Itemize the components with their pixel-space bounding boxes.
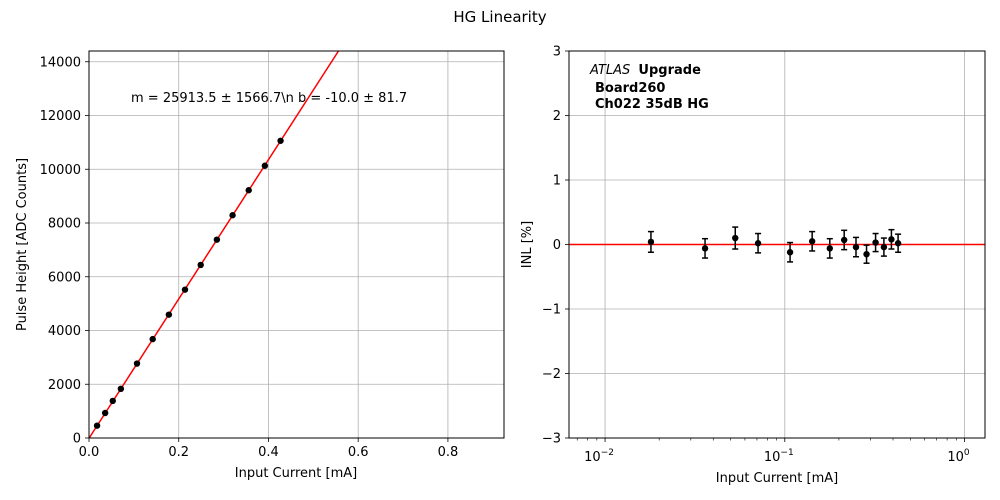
figure-title: HG Linearity	[453, 8, 546, 26]
left-data-point	[213, 236, 221, 243]
left-x-tick-label: 0.4	[258, 445, 279, 460]
right-data-point	[754, 240, 762, 247]
left-data-point	[93, 422, 101, 429]
left-data-points	[93, 137, 284, 429]
right-data-point	[840, 236, 848, 244]
right-data-point	[872, 239, 879, 246]
right-y-tick-label: 0	[553, 238, 561, 253]
right-data-point	[880, 243, 888, 251]
left-y-tick-label: 0	[73, 432, 81, 447]
left-plot-frame	[88, 50, 505, 439]
right-x-tick-base: 10	[584, 450, 601, 465]
right-x-axis-label: Input Current [mA]	[716, 471, 838, 486]
board-label: Board260	[595, 81, 665, 96]
left-x-tick-label: 0.0	[79, 445, 100, 460]
left-y-tick-label: 4000	[48, 324, 81, 339]
atlas-label: ATLAS Upgrade	[589, 63, 701, 78]
right-x-tick-exponent: −1	[780, 448, 793, 458]
left-x-tick-label: 0.8	[438, 445, 459, 460]
left-y-axis-label: Pulse Height [ADC Counts]	[15, 158, 30, 331]
right-x-tick-exponent: 0	[964, 448, 970, 458]
left-data-point	[149, 335, 156, 343]
right-data-point	[888, 236, 895, 243]
fit-line	[88, 50, 340, 439]
right-data-point	[732, 234, 739, 242]
left-y-tick-label: 6000	[48, 270, 81, 285]
right-x-tick-exponent: −2	[601, 448, 614, 458]
left-data-point	[133, 360, 141, 367]
right-data-points	[647, 226, 902, 264]
left-y-tick-label: 2000	[48, 378, 81, 393]
right-x-tick-base: 10	[764, 450, 781, 465]
left-data-point	[229, 212, 236, 219]
left-data-point	[165, 311, 173, 318]
atlas-text: ATLAS	[589, 63, 630, 78]
left-data-point	[101, 409, 109, 417]
left-data-point	[261, 162, 269, 169]
right-data-point	[863, 250, 870, 258]
left-x-ticks: 0.0 0.2 0.4 0.6 0.8	[79, 438, 459, 460]
left-y-ticks: 0 2000 4000 6000 8000 10000 12000 14000	[40, 55, 89, 447]
left-data-point	[181, 286, 189, 293]
left-y-tick-label: 10000	[40, 163, 81, 178]
right-data-point	[894, 240, 902, 247]
right-x-tick-label: 100	[947, 448, 970, 465]
left-x-tick-label: 0.2	[168, 445, 189, 460]
right-y-tick-label: −2	[542, 367, 561, 382]
left-x-axis-label: Input Current [mA]	[235, 466, 357, 481]
left-fit-line-layer	[88, 50, 340, 439]
right-x-ticks: 10−2 10−1 100	[576, 438, 970, 465]
left-y-tick-label: 14000	[40, 55, 81, 70]
upgrade-text: Upgrade	[638, 63, 701, 78]
right-y-ticks: −3 −2 −1 0 1 2 3	[542, 45, 569, 447]
left-x-tick-label: 0.6	[348, 445, 369, 460]
right-data-point	[808, 238, 816, 245]
left-y-tick-label: 8000	[48, 217, 81, 232]
right-y-tick-label: 3	[553, 45, 561, 60]
right-y-tick-label: −1	[542, 303, 561, 318]
left-data-point	[277, 137, 284, 144]
right-data-point	[647, 238, 655, 246]
right-data-point	[826, 245, 834, 252]
right-data-point	[701, 245, 709, 252]
left-y-tick-label: 12000	[40, 109, 81, 124]
right-x-tick-base: 10	[947, 450, 964, 465]
right-y-tick-label: 1	[553, 174, 561, 189]
right-y-tick-label: 2	[553, 109, 561, 124]
linear-fit-panel: 0.0 0.2 0.4 0.6 0.8 0 2000 4000 6000 8000 10000 12…	[15, 50, 505, 481]
left-data-point	[245, 187, 252, 194]
left-data-point	[117, 385, 125, 393]
left-data-point	[109, 397, 116, 405]
right-y-tick-label: −3	[542, 432, 561, 447]
fit-annotation: m = 25913.5 ± 1566.7\n b = -10.0 ± 81.7	[131, 91, 407, 106]
right-x-tick-label: 10−1	[764, 448, 794, 465]
channel-label: Ch022 35dB HG	[595, 97, 709, 112]
left-data-point	[197, 261, 204, 269]
right-x-tick-label: 10−2	[584, 448, 614, 465]
right-data-point	[786, 249, 794, 256]
right-data-point	[852, 243, 860, 251]
right-y-axis-label: INL [%]	[520, 221, 535, 268]
